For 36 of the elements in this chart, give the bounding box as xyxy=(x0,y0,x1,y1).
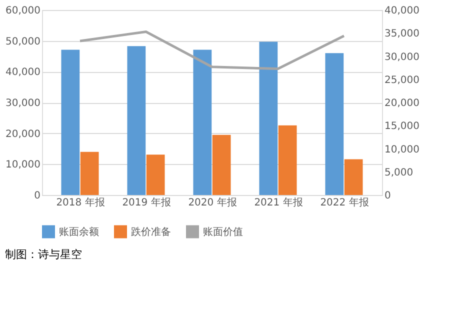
bar xyxy=(127,46,146,195)
x-tick-label: 2022 年报 xyxy=(320,196,369,208)
y-tick-label: 60,000 xyxy=(6,6,40,16)
y-tick-label: 10,000 xyxy=(6,160,40,171)
y-tick-label: 0 xyxy=(34,190,40,202)
text: 制图：诗与星空 xyxy=(5,248,82,261)
y2-tick-label: 40,000 xyxy=(384,6,420,16)
legend-label: 跌价准备 xyxy=(131,226,171,238)
bar xyxy=(146,154,165,195)
line-series xyxy=(78,30,346,70)
bar xyxy=(212,134,231,195)
y2-tick-label: 10,000 xyxy=(384,144,420,156)
bar xyxy=(193,50,212,195)
y2-tick-label: 20,000 xyxy=(384,98,420,109)
y-tick-label: 40,000 xyxy=(6,67,40,78)
y2-tick-label: 5,000 xyxy=(384,167,414,178)
bar xyxy=(344,159,363,195)
x-tick-label: 2019 年报 xyxy=(122,196,171,208)
bar xyxy=(80,152,99,195)
bar xyxy=(259,42,278,195)
y2-tick-label: 15,000 xyxy=(384,121,420,132)
y-tick-label: 20,000 xyxy=(6,128,40,140)
y2-tick-label: 30,000 xyxy=(384,52,420,63)
y2-tick-label: 0 xyxy=(384,190,391,202)
y-tick-label: 30,000 xyxy=(6,98,40,109)
bar xyxy=(61,50,80,195)
legend-label: 账面余额 xyxy=(59,226,99,238)
x-tick-label: 2018 年报 xyxy=(56,196,105,208)
y-tick-label: 50,000 xyxy=(6,36,40,48)
bar xyxy=(325,53,344,195)
y2-tick-label: 25,000 xyxy=(384,74,420,86)
y2-tick-label: 35,000 xyxy=(384,28,420,40)
x-tick-label: 2021 年报 xyxy=(254,196,303,208)
x-tick-label: 2020 年报 xyxy=(188,196,237,208)
bar xyxy=(278,125,297,195)
legend-label: 账面价值 xyxy=(203,226,243,238)
